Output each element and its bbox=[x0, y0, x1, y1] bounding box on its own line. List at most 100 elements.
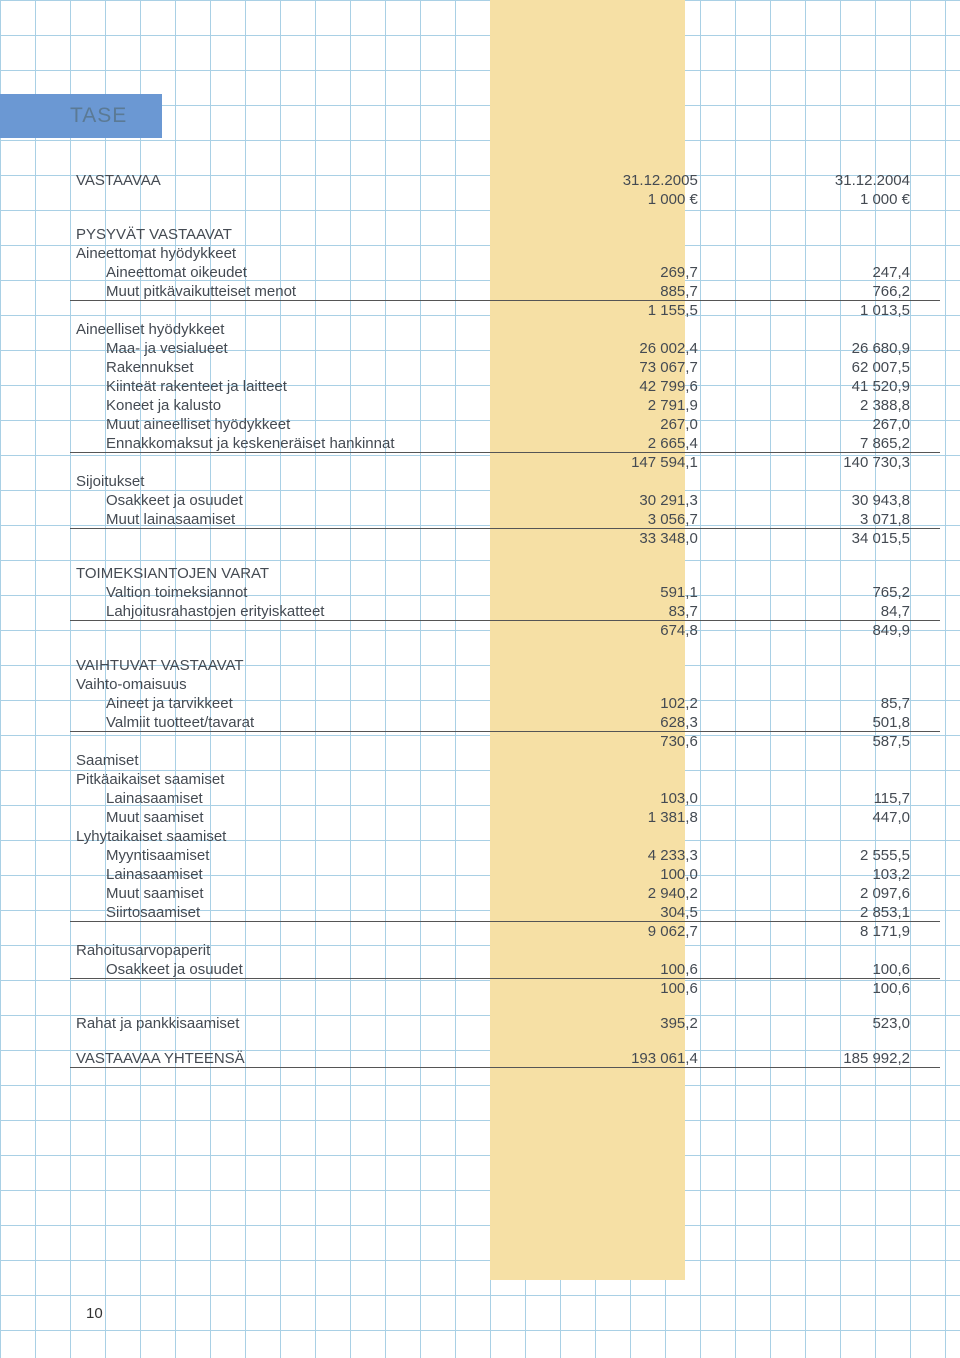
row-v1-25: 102,2 bbox=[516, 693, 728, 712]
row-label-18: TOIMEKSIANTOJEN VARAT bbox=[70, 563, 516, 582]
row-v2-14: 30 943,8 bbox=[728, 490, 940, 509]
row-label-6: Maa- ja vesialueet bbox=[70, 338, 516, 357]
row-v1-29 bbox=[516, 769, 728, 788]
row-v2-11: 7 865,2 bbox=[728, 433, 940, 452]
row-label-5: Aineelliset hyödykkeet bbox=[70, 319, 516, 338]
row-v1-31: 1 381,8 bbox=[516, 807, 728, 826]
row-label-33: Myyntisaamiset bbox=[70, 845, 516, 864]
row-v2-40: 100,6 bbox=[728, 978, 940, 997]
header-col2-date: 31.12.2004 bbox=[728, 170, 940, 189]
header-col1-unit: 1 000 € bbox=[516, 189, 728, 208]
row-v1-7: 73 067,7 bbox=[516, 357, 728, 376]
header-col1-date: 31.12.2005 bbox=[516, 170, 728, 189]
row-v1-33: 4 233,3 bbox=[516, 845, 728, 864]
balance-sheet-table-wrap: VASTAAVAA31.12.200531.12.20041 000 €1 00… bbox=[0, 170, 960, 1068]
row-v1-11: 2 665,4 bbox=[516, 433, 728, 452]
row-v2-23 bbox=[728, 655, 940, 674]
page-number: 10 bbox=[86, 1305, 103, 1322]
row-label-21 bbox=[70, 620, 516, 639]
row-label-16 bbox=[70, 528, 516, 547]
row-v2-5 bbox=[728, 319, 940, 338]
row-v2-21: 849,9 bbox=[728, 620, 940, 639]
row-v2-15: 3 071,8 bbox=[728, 509, 940, 528]
row-label-40 bbox=[70, 978, 516, 997]
row-label-12 bbox=[70, 452, 516, 471]
row-label-32: Lyhytaikaiset saamiset bbox=[70, 826, 516, 845]
row-v2-18 bbox=[728, 563, 940, 582]
row-v2-3: 766,2 bbox=[728, 281, 940, 300]
row-v1-32 bbox=[516, 826, 728, 845]
row-label-27 bbox=[70, 731, 516, 750]
row-v1-10: 267,0 bbox=[516, 414, 728, 433]
row-label-34: Lainasaamiset bbox=[70, 864, 516, 883]
row-v1-42: 395,2 bbox=[516, 1013, 728, 1032]
row-v1-23 bbox=[516, 655, 728, 674]
row-v1-5 bbox=[516, 319, 728, 338]
row-v2-39: 100,6 bbox=[728, 959, 940, 978]
row-label-14: Osakkeet ja osuudet bbox=[70, 490, 516, 509]
row-v2-19: 765,2 bbox=[728, 582, 940, 601]
page-title: TASE bbox=[70, 104, 127, 128]
row-v1-1 bbox=[516, 243, 728, 262]
header-main-label: VASTAAVAA bbox=[70, 170, 516, 189]
row-v1-28 bbox=[516, 750, 728, 769]
row-v1-20: 83,7 bbox=[516, 601, 728, 620]
row-v2-42: 523,0 bbox=[728, 1013, 940, 1032]
row-v2-36: 2 853,1 bbox=[728, 902, 940, 921]
row-v1-15: 3 056,7 bbox=[516, 509, 728, 528]
row-v1-14: 30 291,3 bbox=[516, 490, 728, 509]
row-v1-26: 628,3 bbox=[516, 712, 728, 731]
row-label-4 bbox=[70, 300, 516, 319]
row-v2-44: 185 992,2 bbox=[728, 1048, 940, 1067]
row-v2-16: 34 015,5 bbox=[728, 528, 940, 547]
row-v2-24 bbox=[728, 674, 940, 693]
row-v2-4: 1 013,5 bbox=[728, 300, 940, 319]
row-v2-27: 587,5 bbox=[728, 731, 940, 750]
row-v2-13 bbox=[728, 471, 940, 490]
row-v1-16: 33 348,0 bbox=[516, 528, 728, 547]
row-v1-4: 1 155,5 bbox=[516, 300, 728, 319]
row-v1-27: 730,6 bbox=[516, 731, 728, 750]
row-label-7: Rakennukset bbox=[70, 357, 516, 376]
row-v1-36: 304,5 bbox=[516, 902, 728, 921]
row-v1-21: 674,8 bbox=[516, 620, 728, 639]
row-label-35: Muut saamiset bbox=[70, 883, 516, 902]
row-v1-6: 26 002,4 bbox=[516, 338, 728, 357]
row-label-15: Muut lainasaamiset bbox=[70, 509, 516, 528]
row-label-38: Rahoitusarvopaperit bbox=[70, 940, 516, 959]
row-label-42: Rahat ja pankkisaamiset bbox=[70, 1013, 516, 1032]
title-block: TASE bbox=[0, 94, 162, 138]
row-v2-28 bbox=[728, 750, 940, 769]
row-v2-31: 447,0 bbox=[728, 807, 940, 826]
row-label-29: Pitkäaikaiset saamiset bbox=[70, 769, 516, 788]
row-v1-30: 103,0 bbox=[516, 788, 728, 807]
row-v2-2: 247,4 bbox=[728, 262, 940, 281]
row-v2-29 bbox=[728, 769, 940, 788]
row-label-31: Muut saamiset bbox=[70, 807, 516, 826]
row-label-23: VAIHTUVAT VASTAAVAT bbox=[70, 655, 516, 674]
row-label-10: Muut aineelliset hyödykkeet bbox=[70, 414, 516, 433]
row-v2-35: 2 097,6 bbox=[728, 883, 940, 902]
header-col2-unit: 1 000 € bbox=[728, 189, 940, 208]
row-label-37 bbox=[70, 921, 516, 940]
row-label-20: Lahjoitusrahastojen erityiskatteet bbox=[70, 601, 516, 620]
row-v1-0 bbox=[516, 224, 728, 243]
row-label-25: Aineet ja tarvikkeet bbox=[70, 693, 516, 712]
row-v2-6: 26 680,9 bbox=[728, 338, 940, 357]
row-label-3: Muut pitkävaikutteiset menot bbox=[70, 281, 516, 300]
row-v1-44: 193 061,4 bbox=[516, 1048, 728, 1067]
row-v1-12: 147 594,1 bbox=[516, 452, 728, 471]
row-v2-12: 140 730,3 bbox=[728, 452, 940, 471]
row-label-24: Vaihto-omaisuus bbox=[70, 674, 516, 693]
row-label-8: Kiinteät rakenteet ja laitteet bbox=[70, 376, 516, 395]
row-label-36: Siirtosaamiset bbox=[70, 902, 516, 921]
row-v1-40: 100,6 bbox=[516, 978, 728, 997]
row-v2-32 bbox=[728, 826, 940, 845]
row-v1-9: 2 791,9 bbox=[516, 395, 728, 414]
row-label-11: Ennakkomaksut ja keskeneräiset hankinnat bbox=[70, 433, 516, 452]
row-label-0: PYSYVÄT VASTAAVAT bbox=[70, 224, 516, 243]
row-v2-30: 115,7 bbox=[728, 788, 940, 807]
row-label-26: Valmiit tuotteet/tavarat bbox=[70, 712, 516, 731]
row-v1-3: 885,7 bbox=[516, 281, 728, 300]
balance-sheet-table: VASTAAVAA31.12.200531.12.20041 000 €1 00… bbox=[70, 170, 940, 1068]
